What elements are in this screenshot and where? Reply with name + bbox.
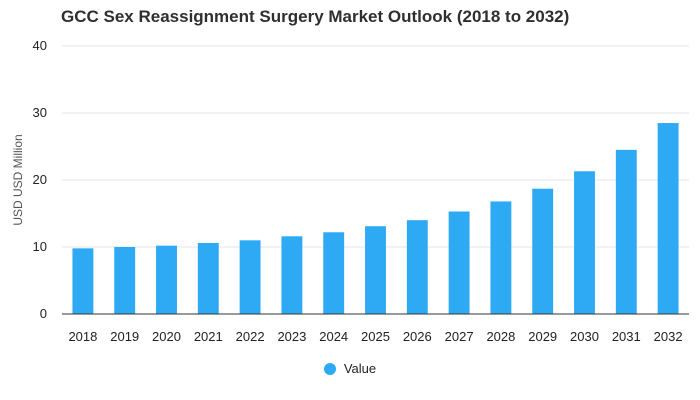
y-tick-label: 20 [33,172,47,187]
y-tick-label: 30 [33,105,47,120]
bar[interactable] [365,226,386,314]
y-axis-title: USD USD Million [11,134,25,225]
bar[interactable] [406,220,428,314]
x-tick-label: 2029 [528,329,557,344]
x-tick-label: 2022 [236,329,265,344]
x-tick-label: 2023 [277,329,306,344]
x-tick-label: 2020 [152,329,181,344]
bar[interactable] [615,149,637,314]
legend[interactable]: Value [0,361,700,376]
x-tick-label: 2027 [445,329,474,344]
x-tick-label: 2021 [194,329,223,344]
bar[interactable] [239,240,261,314]
bar[interactable] [323,232,345,314]
x-tick-label: 2018 [68,329,97,344]
bar[interactable] [448,211,470,314]
x-tick-label: 2025 [361,329,390,344]
x-tick-label: 2032 [654,329,683,344]
bar[interactable] [72,248,94,314]
bar[interactable] [490,201,512,314]
bar[interactable] [574,171,595,314]
bar[interactable] [281,236,303,314]
bar[interactable] [657,123,679,314]
y-tick-label: 0 [40,306,47,321]
bar[interactable] [114,247,136,314]
x-tick-label: 2019 [110,329,139,344]
x-tick-label: 2024 [319,329,348,344]
bar[interactable] [156,245,177,314]
legend-label: Value [343,361,377,376]
y-tick-label: 40 [33,38,47,53]
x-tick-label: 2031 [612,329,641,344]
x-tick-label: 2030 [570,329,599,344]
y-tick-label: 10 [33,239,47,254]
chart-title: GCC Sex Reassignment Surgery Market Outl… [61,7,570,26]
bar[interactable] [532,188,554,314]
x-tick-label: 2028 [486,329,515,344]
legend-swatch [323,362,336,375]
x-tick-label: 2026 [403,329,432,344]
bar[interactable] [197,242,219,314]
